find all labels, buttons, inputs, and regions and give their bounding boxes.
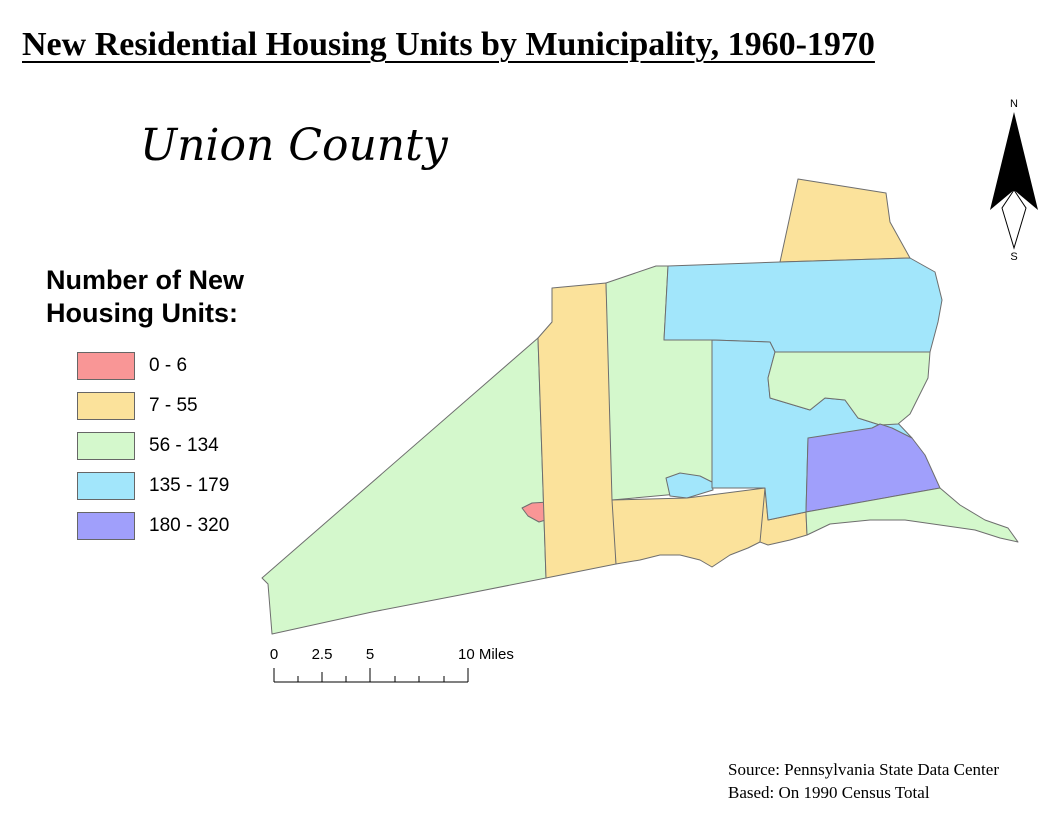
source-line-1: Source: Pennsylvania State Data Center bbox=[728, 760, 999, 779]
map-subtitle: Union County bbox=[140, 120, 448, 171]
municipality-west-strip bbox=[537, 282, 617, 579]
legend-label-class-3: 56 - 134 bbox=[149, 435, 219, 456]
legend-item-class-4: 135 - 179 bbox=[46, 466, 306, 506]
municipality-north-east bbox=[663, 257, 943, 353]
north-arrow: N S bbox=[990, 98, 1038, 263]
legend-label-class-4: 135 - 179 bbox=[149, 475, 230, 496]
south-label: S bbox=[1010, 251, 1017, 263]
legend-swatch-class-2 bbox=[77, 392, 135, 420]
legend-item-class-3: 56 - 134 bbox=[46, 426, 306, 466]
legend-title-line2: Housing Units: bbox=[46, 298, 238, 328]
source-note: Source: Pennsylvania State Data Center B… bbox=[728, 758, 999, 804]
legend-label-class-5: 180 - 320 bbox=[149, 515, 230, 536]
municipality-north bbox=[779, 178, 911, 263]
scale-label-10: 10 Miles bbox=[458, 646, 514, 663]
municipality-east bbox=[767, 351, 931, 426]
legend-item-class-5: 180 - 320 bbox=[46, 506, 306, 546]
legend-item-class-2: 7 - 55 bbox=[46, 386, 306, 426]
source-line-2: Based: On 1990 Census Total bbox=[728, 783, 930, 802]
scale-bar-ticks bbox=[273, 668, 469, 683]
legend-title: Number of New Housing Units: bbox=[46, 264, 306, 330]
scale-label-0: 0 bbox=[270, 646, 278, 663]
scale-label-2-5: 2.5 bbox=[312, 646, 333, 663]
scale-label-5: 5 bbox=[366, 646, 374, 663]
municipality-south-east bbox=[805, 487, 1019, 543]
legend: Number of New Housing Units: 0 - 6 7 - 5… bbox=[46, 264, 306, 546]
legend-item-class-1: 0 - 6 bbox=[46, 346, 306, 386]
legend-label-class-1: 0 - 6 bbox=[149, 355, 188, 376]
north-arrow-icon bbox=[990, 112, 1038, 210]
municipality-south bbox=[611, 487, 769, 568]
map-title: New Residential Housing Units by Municip… bbox=[22, 26, 875, 63]
legend-swatch-class-3 bbox=[77, 432, 135, 460]
municipality-central-borough bbox=[665, 472, 714, 499]
municipality-west bbox=[261, 337, 547, 635]
legend-label-class-2: 7 - 55 bbox=[149, 395, 198, 416]
north-label: N bbox=[1010, 98, 1018, 110]
scale-bar: 0 2.5 5 10 Miles bbox=[270, 646, 514, 683]
legend-swatch-class-5 bbox=[77, 512, 135, 540]
legend-swatch-class-1 bbox=[77, 352, 135, 380]
legend-swatch-class-4 bbox=[77, 472, 135, 500]
legend-title-line1: Number of New bbox=[46, 265, 245, 295]
south-arrow-icon bbox=[1001, 189, 1027, 250]
